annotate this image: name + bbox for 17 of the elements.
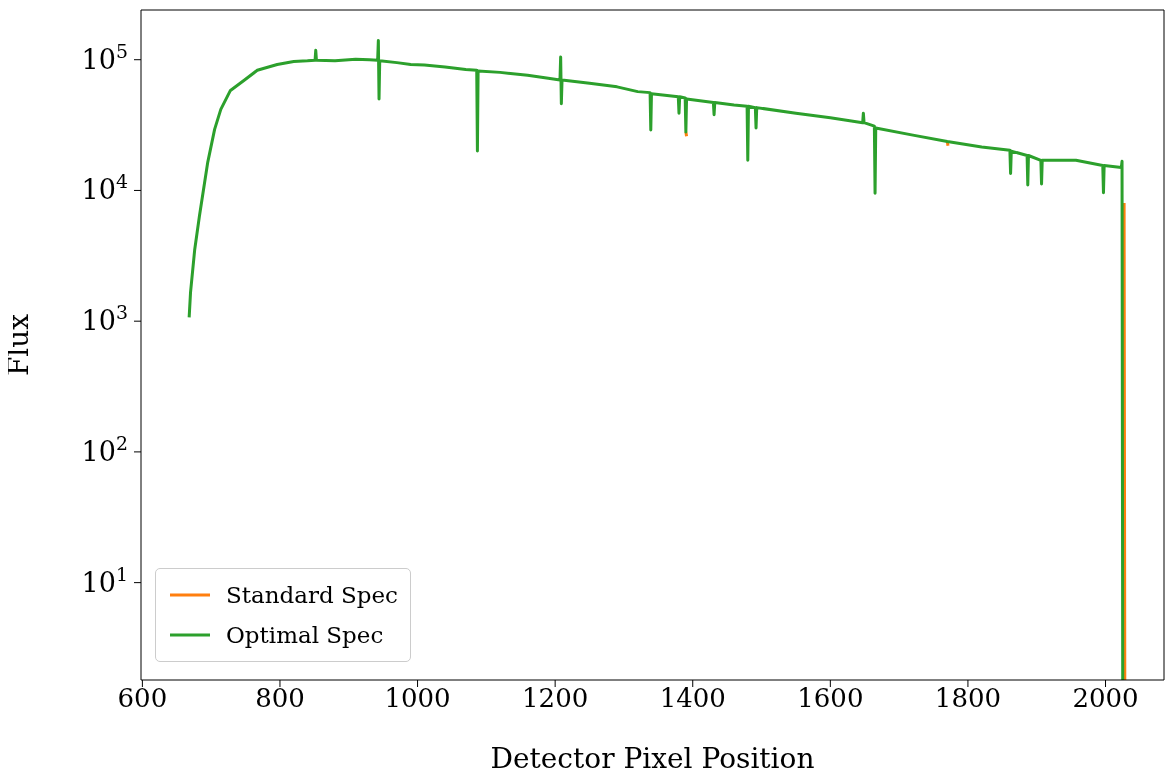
y-tick-label: 10$^{5}$ (81, 39, 128, 75)
x-tick-label: 1000 (384, 683, 451, 714)
y-tick-label: 10$^{1}$ (81, 562, 128, 598)
x-tick-label: 1600 (797, 683, 864, 714)
x-tick-label: 1400 (659, 683, 726, 714)
x-axis-title: Detector Pixel Position (490, 742, 815, 775)
legend-label: Optimal Spec (226, 621, 384, 650)
x-tick-label: 1200 (522, 683, 589, 714)
x-tick-label: 600 (117, 683, 168, 714)
x-tick-label: 1800 (934, 683, 1002, 714)
line-series (187, 39, 1125, 680)
legend-label: Standard Spec (226, 581, 398, 610)
y-tick-label: 10$^{2}$ (81, 431, 128, 467)
y-tick-label: 10$^{4}$ (81, 170, 128, 206)
x-tick-label: 2000 (1072, 683, 1139, 714)
x-tick-label: 800 (255, 683, 305, 714)
y-tick-label: 10$^{3}$ (81, 301, 128, 337)
